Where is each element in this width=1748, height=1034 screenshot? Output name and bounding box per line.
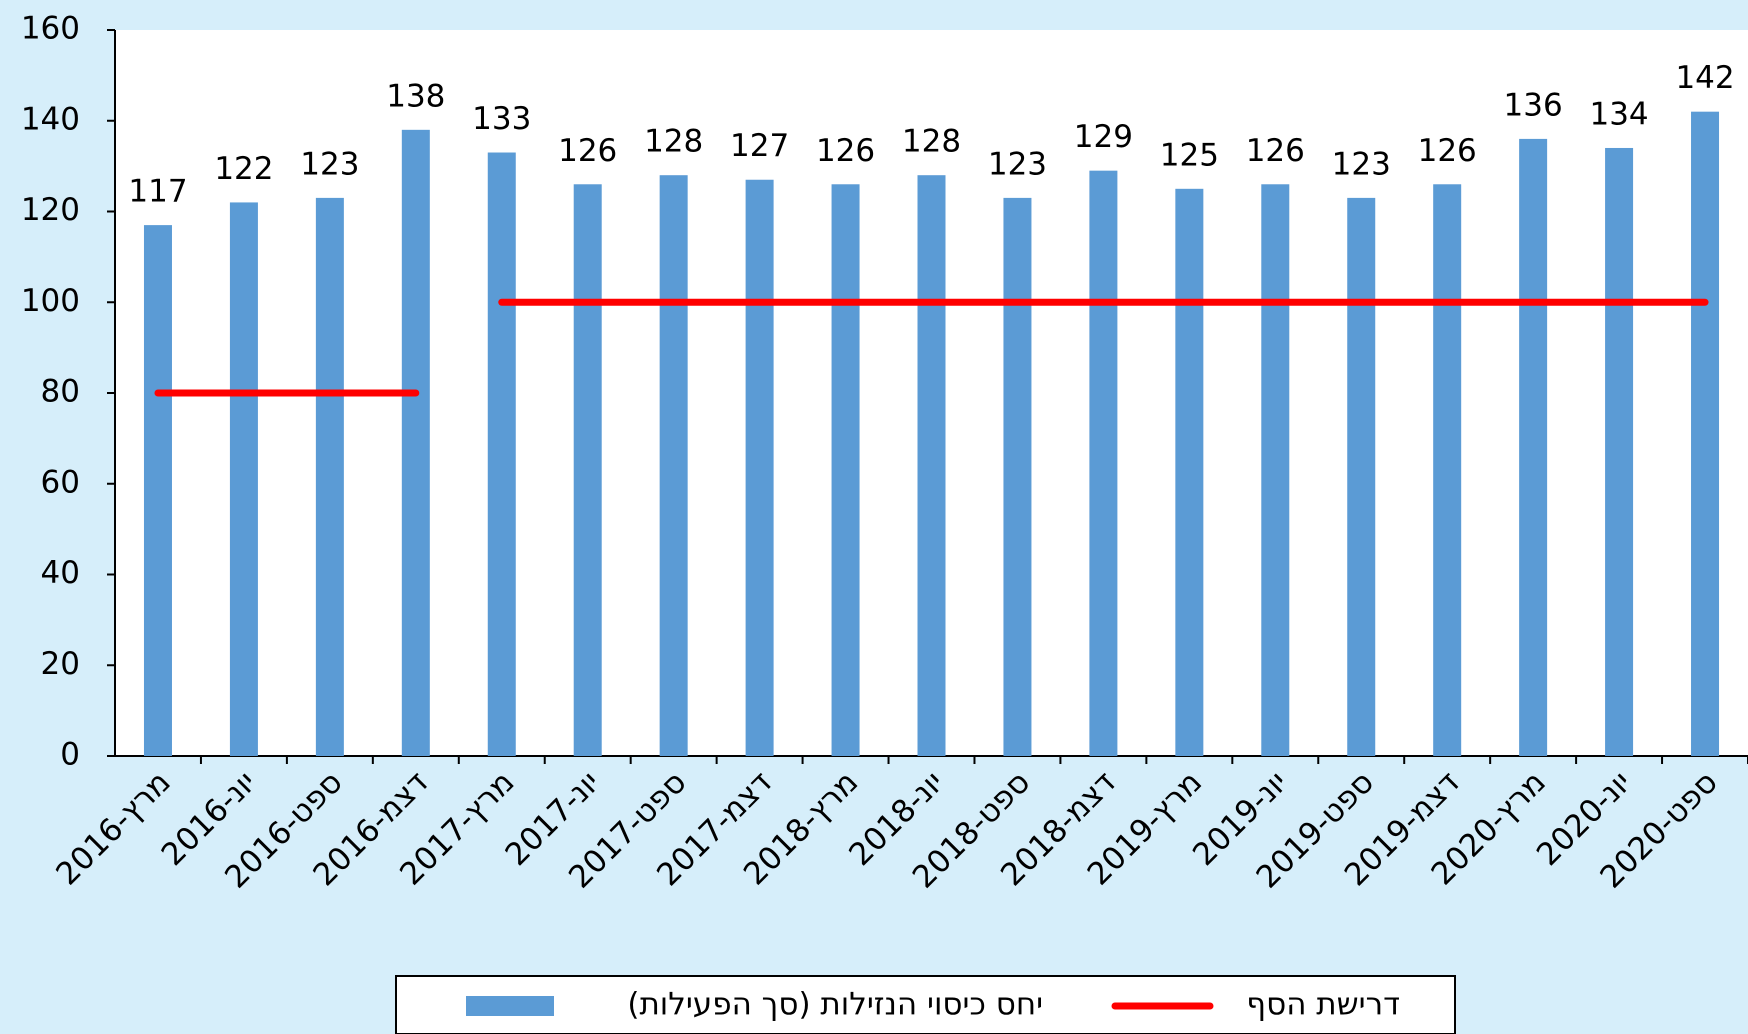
legend-label: דרישת הסף <box>1246 987 1400 1023</box>
value-label: 128 <box>644 124 703 160</box>
value-label: 123 <box>300 146 359 182</box>
y-tick-label: 80 <box>41 374 80 410</box>
value-label: 129 <box>1074 119 1133 155</box>
bar <box>1605 147 1634 757</box>
y-tick-label: 160 <box>21 11 80 47</box>
bar <box>315 197 344 756</box>
bar <box>831 184 860 756</box>
value-label: 133 <box>472 101 531 137</box>
bar <box>659 175 688 756</box>
bar <box>1691 111 1720 757</box>
bar <box>1175 188 1204 756</box>
bar <box>573 184 602 756</box>
bar <box>1003 197 1032 756</box>
bar <box>1433 184 1462 756</box>
value-label: 117 <box>128 174 187 210</box>
bar <box>487 152 516 756</box>
y-tick-label: 0 <box>60 737 80 773</box>
value-label: 134 <box>1589 96 1648 132</box>
bar <box>1089 170 1118 757</box>
value-label: 122 <box>214 151 273 187</box>
bar <box>917 175 946 756</box>
value-label: 128 <box>902 124 961 160</box>
legend-swatch <box>466 996 554 1016</box>
value-label: 127 <box>730 128 789 164</box>
value-label: 136 <box>1504 87 1563 123</box>
bar <box>143 225 172 757</box>
value-label: 142 <box>1675 60 1734 96</box>
value-label: 126 <box>1246 133 1305 169</box>
y-tick-label: 40 <box>41 555 80 591</box>
y-tick-label: 140 <box>21 101 80 137</box>
legend-label: יחס כיסוי הנזילות (סך הפעילות) <box>627 987 1043 1023</box>
y-tick-label: 20 <box>41 646 80 682</box>
bar <box>1347 197 1376 756</box>
value-label: 126 <box>1418 133 1477 169</box>
bar <box>1519 138 1548 756</box>
bar <box>229 202 258 757</box>
value-label: 126 <box>558 133 617 169</box>
x-tick-label: מרץ-2016 <box>49 764 177 892</box>
value-label: 138 <box>386 78 445 114</box>
value-label: 126 <box>816 133 875 169</box>
bar <box>745 179 774 757</box>
y-tick-label: 120 <box>21 192 80 228</box>
value-label: 125 <box>1160 137 1219 173</box>
bar <box>1261 184 1290 756</box>
y-tick-label: 60 <box>41 464 80 500</box>
y-tick-label: 100 <box>21 283 80 319</box>
legend <box>395 975 1456 1034</box>
value-label: 123 <box>1332 146 1391 182</box>
bar <box>401 129 430 756</box>
value-label: 123 <box>988 146 1047 182</box>
